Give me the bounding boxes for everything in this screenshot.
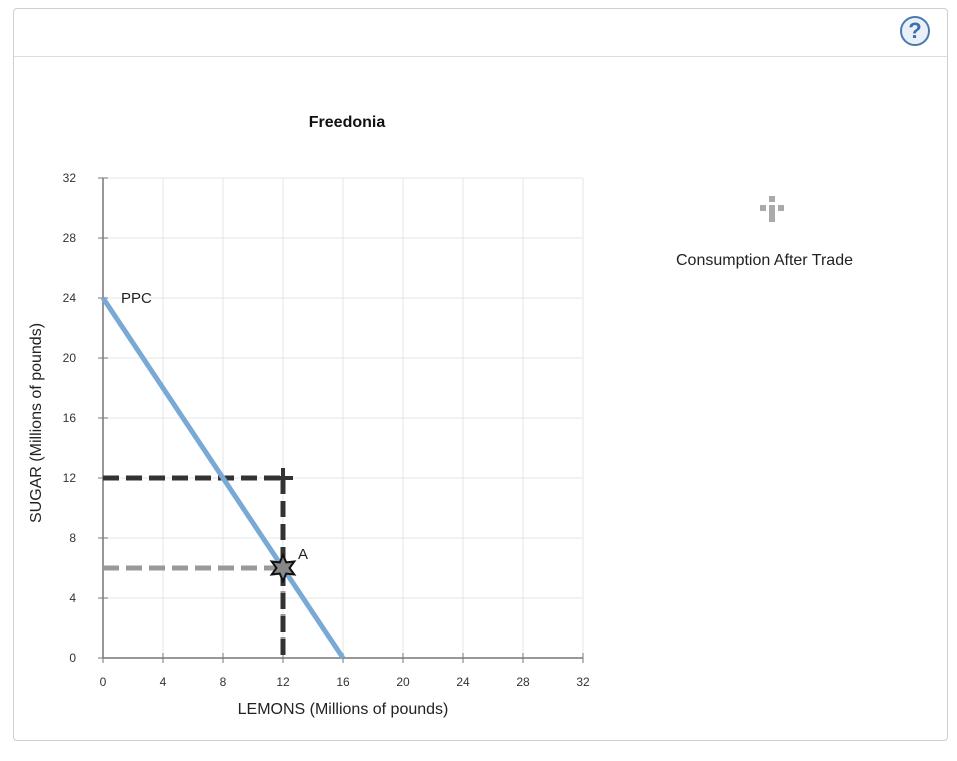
x-tick-label: 16 xyxy=(336,675,350,689)
y-tick-label: 16 xyxy=(63,411,77,425)
y-tick-label: 4 xyxy=(69,591,76,605)
y-tick-label: 12 xyxy=(63,471,77,485)
legend-icon-part xyxy=(778,205,784,211)
legend-icon-part xyxy=(769,207,775,217)
x-tick-label: 12 xyxy=(276,675,290,689)
y-tick-label: 32 xyxy=(63,171,77,185)
panel-header: ? xyxy=(14,9,947,57)
series: PPC xyxy=(100,290,346,660)
x-axis-title: LEMONS (Millions of pounds) xyxy=(238,701,449,718)
legend-icon-part xyxy=(769,196,775,202)
plus-marker-icon[interactable] xyxy=(760,196,784,222)
points: A xyxy=(269,468,308,584)
legend-icon-part xyxy=(769,216,775,222)
y-tick-label: 28 xyxy=(63,231,77,245)
chart-title: Freedonia xyxy=(309,114,386,131)
y-tick-label: 24 xyxy=(63,291,77,305)
x-tick-label: 28 xyxy=(516,675,530,689)
guide-lines xyxy=(103,475,286,658)
ppc-label: PPC xyxy=(121,290,152,307)
x-tick-label: 32 xyxy=(576,675,590,689)
y-tick-label: 20 xyxy=(63,351,77,365)
x-tick-label: 20 xyxy=(396,675,410,689)
x-tick-label: 8 xyxy=(220,675,227,689)
graph-panel: ? xyxy=(13,8,948,741)
y-tick-label: 0 xyxy=(69,651,76,665)
point-a-marker[interactable] xyxy=(269,552,297,584)
x-tick-label: 24 xyxy=(456,675,470,689)
point-a-label: A xyxy=(298,546,308,563)
legend-icon-part xyxy=(760,205,766,211)
ticks: 0 4 8 12 16 20 24 28 32 0 4 8 12 16 20 24 28 32 xyxy=(63,171,590,689)
x-tick-label: 0 xyxy=(100,675,107,689)
help-icon[interactable]: ? xyxy=(900,16,930,46)
ppc-line[interactable] xyxy=(100,296,346,660)
grid xyxy=(103,177,584,658)
x-tick-label: 4 xyxy=(160,675,167,689)
legend-label: Consumption After Trade xyxy=(676,252,853,269)
y-axis-title: SUGAR (Millions of pounds) xyxy=(28,323,45,523)
y-tick-label: 8 xyxy=(69,531,76,545)
